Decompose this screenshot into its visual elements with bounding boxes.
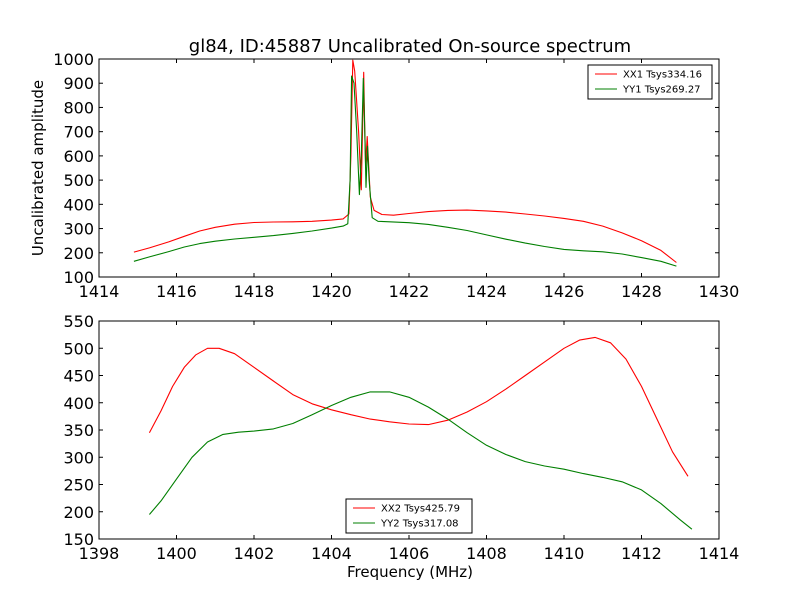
x-tick-label-2-4: 1406 [389,544,430,563]
legend-label-2-2: YY2 Tsys317.08 [380,519,459,530]
legend-box-1 [587,64,713,100]
y-tick-label-1-9: 1000 [53,50,94,69]
x-tick-label-1-5: 1424 [466,282,507,301]
y-tick-label-1-7: 800 [63,98,94,117]
x-tick-label-2-8: 1414 [699,544,740,563]
y-tick-label-2-8: 550 [63,312,94,331]
legend-label-1-1: XX1 Tsys334.16 [623,70,702,81]
x-tick-label-1-8: 1430 [699,282,740,301]
y-tick-label-1-4: 500 [63,171,94,190]
y-tick-label-1-8: 900 [63,74,94,93]
y-tick-label-2-0: 150 [63,530,94,549]
y-tick-label-2-7: 500 [63,339,94,358]
series-line-2-1 [148,336,689,477]
y-tick-label-1-3: 400 [63,195,94,214]
y-tick-label-2-1: 200 [63,503,94,522]
y-tick-label-1-5: 600 [63,147,94,166]
series-line-1-2 [133,75,677,267]
x-tick-label-1-7: 1428 [621,282,662,301]
x-tick-label-1-0: 1414 [79,282,120,301]
legend-label-1-2: YY1 Tsys269.27 [622,85,701,96]
legend-box-2 [345,498,473,534]
x-tick-label-1-4: 1422 [389,282,430,301]
y-tick-label-2-4: 350 [63,421,94,440]
y-axis-label-top: Uncalibrated amplitude [29,80,47,256]
y-tick-label-2-2: 250 [63,476,94,495]
x-tick-label-1-2: 1418 [234,282,275,301]
x-tick-label-2-0: 1398 [79,544,120,563]
y-tick-label-1-6: 700 [63,123,94,142]
y-tick-label-1-0: 100 [63,268,94,287]
chart-title: gl84, ID:45887 Uncalibrated On-source sp… [189,36,631,57]
y-tick-label-1-2: 300 [63,220,94,239]
x-tick-label-2-1: 1400 [156,544,197,563]
y-tick-label-2-6: 450 [63,367,94,386]
x-tick-label-2-3: 1404 [311,544,352,563]
y-tick-label-2-5: 400 [63,394,94,413]
x-tick-label-1-1: 1416 [156,282,197,301]
x-tick-label-1-6: 1426 [544,282,585,301]
x-tick-label-1-3: 1420 [311,282,352,301]
x-tick-label-2-2: 1402 [234,544,275,563]
x-tick-label-2-7: 1412 [621,544,662,563]
x-tick-label-2-5: 1408 [466,544,507,563]
legend-label-2-1: XX2 Tsys425.79 [381,504,460,515]
y-tick-label-1-1: 200 [63,244,94,263]
x-axis-label-bottom: Frequency (MHz) [347,563,473,581]
x-tick-label-2-6: 1410 [544,544,585,563]
series-line-2-2 [148,391,693,530]
y-tick-label-2-3: 300 [63,448,94,467]
